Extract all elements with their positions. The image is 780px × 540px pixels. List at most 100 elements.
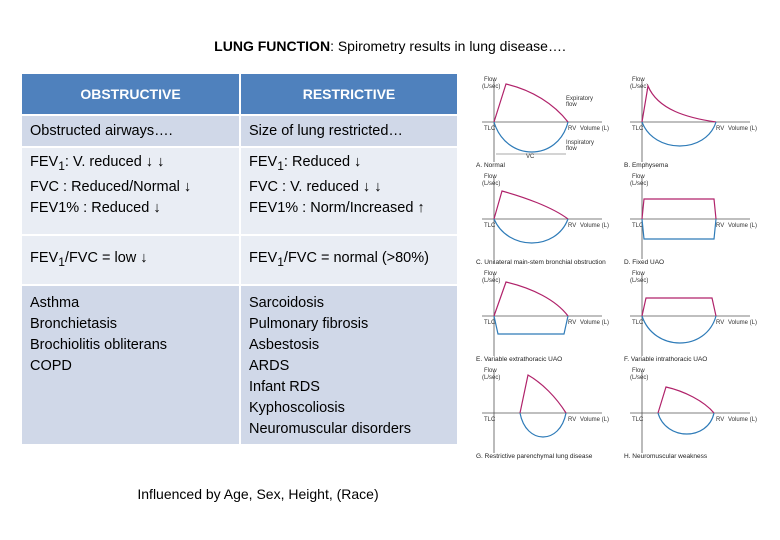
inspiratory-curve xyxy=(493,218,569,244)
expiratory-curve xyxy=(641,297,717,317)
title-rest: : Spirometry results in lung disease…. xyxy=(330,38,566,54)
rv-label: RV xyxy=(568,223,576,229)
rv-label: RV xyxy=(716,417,724,423)
header-restrictive: RESTRICTIVE xyxy=(240,74,459,116)
obstructive-summary: Obstructed airways…. xyxy=(22,115,241,148)
title-bold: LUNG FUNCTION xyxy=(214,38,331,54)
rv-label: RV xyxy=(716,126,724,132)
table-row-summary: Obstructed airways…. Size of lung restri… xyxy=(22,115,459,148)
panel-caption: D. Fixed UAO xyxy=(624,259,664,266)
rv-label: RV xyxy=(568,320,576,326)
expiratory-curve xyxy=(519,374,567,414)
flow-axis-label: Flow xyxy=(632,77,645,83)
header-obstructive: OBSTRUCTIVE xyxy=(22,74,241,116)
volume-axis-label: Volume (L) xyxy=(580,417,609,423)
inspiratory-curve xyxy=(493,315,569,335)
expiratory-curve xyxy=(493,83,569,123)
flow-axis-label: Flow xyxy=(484,77,497,83)
expiratory-flow-label: flow xyxy=(566,102,577,108)
obstructive-ratio: FEV1/FVC = low ↓ xyxy=(22,235,241,286)
tlc-label: TLC xyxy=(484,223,496,229)
tlc-label: TLC xyxy=(484,126,496,132)
table-row-measures: FEV1: V. reduced ↓ ↓ FVC : Reduced/Norma… xyxy=(22,147,459,236)
flow-unit-label: (L/sec) xyxy=(482,375,500,381)
inspiratory-curve xyxy=(641,315,717,344)
condition-item: Sarcoidosis xyxy=(249,295,324,311)
condition-item: COPD xyxy=(30,358,72,374)
volume-axis-label: Volume (L) xyxy=(580,320,609,326)
expiratory-curve xyxy=(493,281,569,317)
expiratory-curve xyxy=(641,83,717,123)
flow-axis-label: Flow xyxy=(632,174,645,180)
obstructive-fev1: FEV1: V. reduced ↓ ↓ xyxy=(30,154,165,173)
panel-caption: E. Variable extrathoracic UAO xyxy=(476,356,562,363)
obstructive-fvc: FVC : Reduced/Normal ↓ xyxy=(30,178,192,195)
condition-item: Kyphoscoliosis xyxy=(249,400,345,416)
condition-item: Neuromuscular disorders xyxy=(249,421,411,437)
flow-unit-label: (L/sec) xyxy=(630,375,648,381)
volume-axis-label: Volume (L) xyxy=(728,320,757,326)
inspiratory-curve xyxy=(641,218,717,240)
condition-item: Asbestosis xyxy=(249,337,320,353)
flow-volume-loops-svg: Flow(L/sec)TLC RV Volume (L)A. NormalFlow(… xyxy=(476,77,757,460)
rv-label: RV xyxy=(568,126,576,132)
expiratory-curve xyxy=(493,190,569,220)
tlc-label: TLC xyxy=(484,417,496,423)
restrictive-conditions: Sarcoidosis Pulmonary fibrosis Asbestosi… xyxy=(240,285,459,446)
flow-axis-label: Flow xyxy=(632,368,645,374)
table-header-row: OBSTRUCTIVE RESTRICTIVE xyxy=(22,74,459,116)
page-title: LUNG FUNCTION: Spirometry results in lun… xyxy=(0,38,780,54)
restrictive-fev1: FEV1: Reduced ↓ xyxy=(249,154,362,173)
tlc-label: TLC xyxy=(484,320,496,326)
expiratory-curve xyxy=(657,386,715,414)
inspiratory-flow-label: Inspiratory xyxy=(566,140,594,146)
table-row-conditions: Asthma Bronchietasis Brochiolitis oblite… xyxy=(22,285,459,446)
condition-item: Pulmonary fibrosis xyxy=(249,316,369,332)
influencing-factors-note: Influenced by Age, Sex, Height, (Race) xyxy=(137,486,379,502)
panel-caption: H. Neuromuscular weakness xyxy=(624,453,708,460)
restrictive-measures: FEV1: Reduced ↓ FVC : V. reduced ↓ ↓ FEV… xyxy=(240,147,459,236)
inspiratory-curve xyxy=(657,412,715,435)
flow-axis-label: Flow xyxy=(484,271,497,277)
condition-item: Brochiolitis obliterans xyxy=(30,337,168,353)
rv-label: RV xyxy=(716,223,724,229)
table-row-ratio: FEV1/FVC = low ↓ FEV1/FVC = normal (>80%… xyxy=(22,235,459,286)
volume-axis-label: Volume (L) xyxy=(580,223,609,229)
restrictive-ratio: FEV1/FVC = normal (>80%) xyxy=(240,235,459,286)
flow-axis-label: Flow xyxy=(632,271,645,277)
tlc-label: TLC xyxy=(632,320,644,326)
obstructive-conditions: Asthma Bronchietasis Brochiolitis oblite… xyxy=(22,285,241,446)
tlc-label: TLC xyxy=(632,223,644,229)
flow-volume-loops-figure: Flow (L/sec) TLC RV Volume (L) A. Normal Flow(… xyxy=(462,74,780,468)
restrictive-fev1pct: FEV1% : Norm/Increased ↑ xyxy=(249,199,425,216)
inspiratory-curve xyxy=(641,121,717,147)
condition-item: Infant RDS xyxy=(249,379,320,395)
volume-axis-label: Volume (L) xyxy=(728,223,757,229)
flow-unit-label: (L/sec) xyxy=(630,278,648,284)
flow-unit-label: (L/sec) xyxy=(482,278,500,284)
restrictive-fvc: FVC : V. reduced ↓ ↓ xyxy=(249,178,382,195)
flow-unit-label: (L/sec) xyxy=(482,181,500,187)
inspiratory-flow-label: flow xyxy=(566,146,577,152)
expiratory-curve xyxy=(641,198,717,220)
panel-caption: B. Emphysema xyxy=(624,162,668,169)
tlc-label: TLC xyxy=(632,417,644,423)
flow-unit-label: (L/sec) xyxy=(482,84,500,90)
flow-axis-label: Flow xyxy=(484,368,497,374)
volume-axis-label: Volume (L) xyxy=(728,417,757,423)
restrictive-summary: Size of lung restricted… xyxy=(240,115,459,148)
panel-caption: G. Restrictive parenchymal lung disease xyxy=(476,453,593,460)
tlc-label: TLC xyxy=(632,126,644,132)
panel-caption: A. Normal xyxy=(476,162,505,169)
condition-item: ARDS xyxy=(249,358,290,374)
vc-label: VC xyxy=(526,154,535,160)
panel-caption: F. Variable intrathoracic UAO xyxy=(624,356,707,363)
volume-axis-label: Volume (L) xyxy=(728,126,757,132)
rv-label: RV xyxy=(568,417,576,423)
flow-unit-label: (L/sec) xyxy=(630,84,648,90)
panel-caption: C. Unilateral main-stem bronchial obstru… xyxy=(476,259,606,266)
rv-label: RV xyxy=(716,320,724,326)
flow-axis-label: Flow xyxy=(484,174,497,180)
inspiratory-curve xyxy=(493,121,569,153)
inspiratory-curve xyxy=(519,412,567,438)
